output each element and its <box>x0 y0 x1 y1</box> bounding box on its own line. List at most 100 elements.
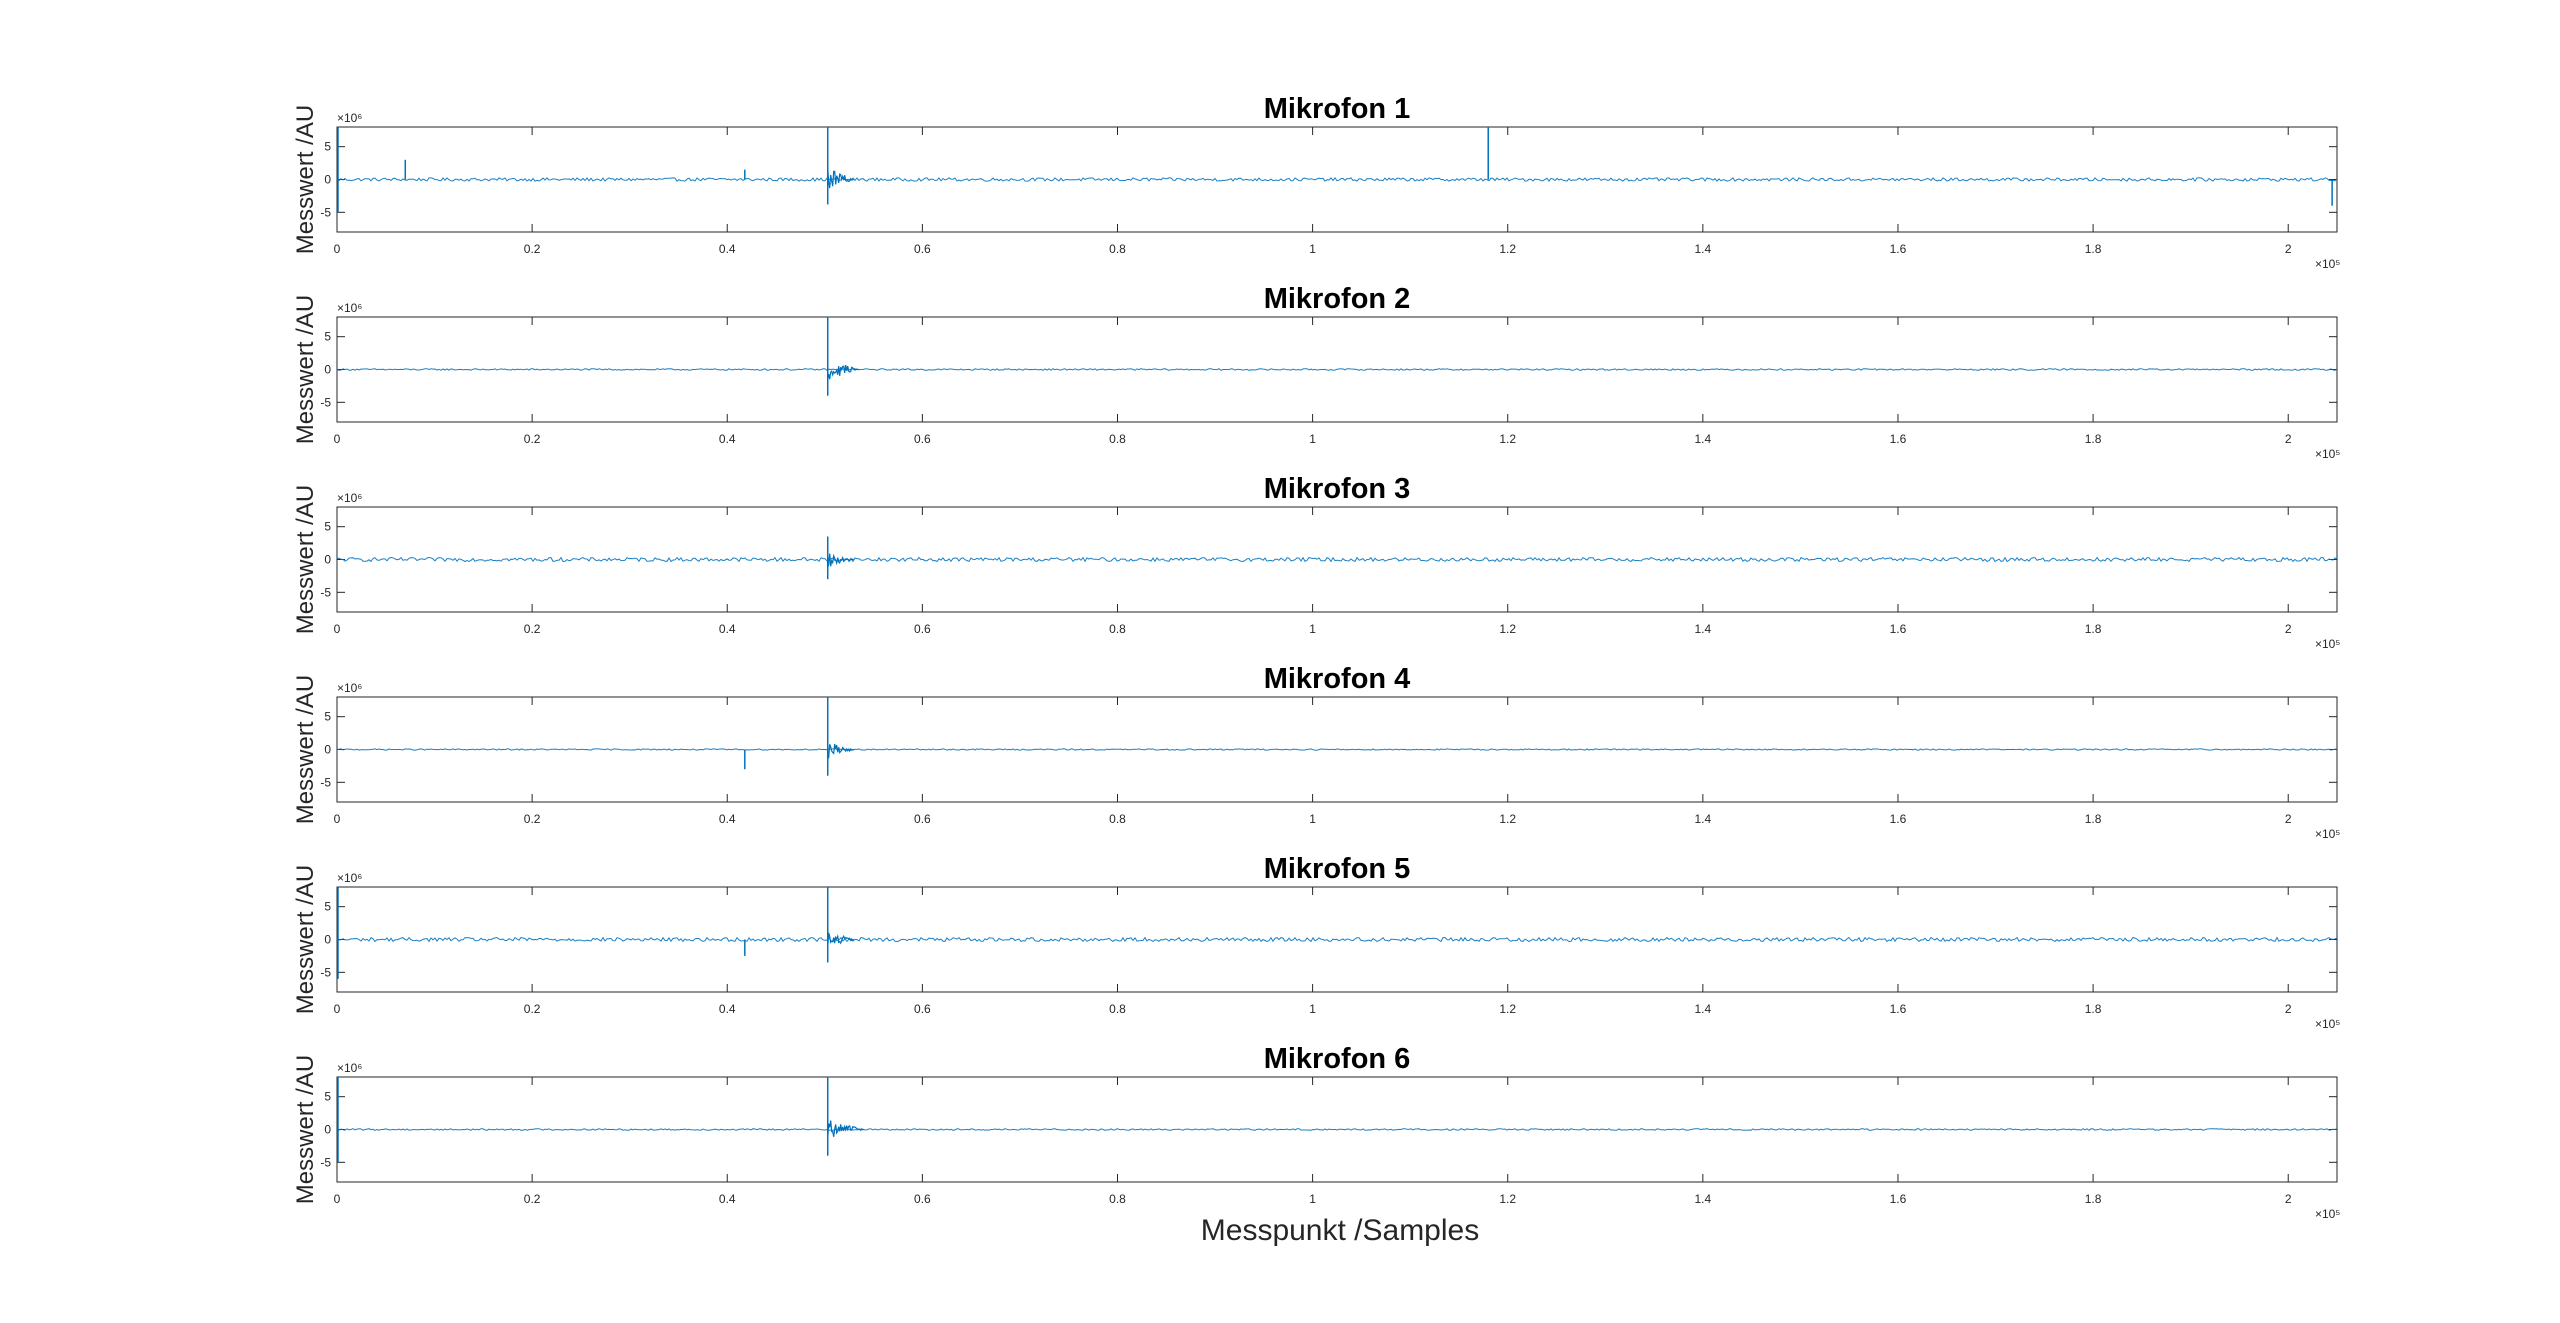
x-tick-label: 1.6 <box>1890 1002 1907 1016</box>
x-exponent-label: ×10⁵ <box>2315 1207 2340 1221</box>
x-exponent-label: ×10⁵ <box>2315 257 2340 271</box>
x-tick-label: 0.2 <box>524 812 541 826</box>
x-tick-label: 1 <box>1309 622 1316 636</box>
x-tick-label: 0 <box>334 242 341 256</box>
x-tick-label: 1.6 <box>1890 622 1907 636</box>
x-tick-label: 0.6 <box>914 242 931 256</box>
subplot-title: Mikrofon 3 <box>1264 473 1411 505</box>
subplot-5: Mikrofon 5 Messwert /AU ×10⁶ ×10⁵ 0 0.2 0.4 0.6… <box>292 853 2340 1031</box>
x-tick-label: 1.2 <box>1499 622 1516 636</box>
subplot-3: Mikrofon 3 Messwert /AU ×10⁶ ×10⁵ 0 0.2 0.4 0.6… <box>292 473 2340 651</box>
x-tick-label: 1.8 <box>2085 242 2102 256</box>
figure-xlabel: Messpunkt /Samples <box>1201 1214 1479 1247</box>
y-tick-label: 0 <box>324 173 331 187</box>
x-tick-label: 1.6 <box>1890 812 1907 826</box>
y-tick-label: 0 <box>324 363 331 377</box>
x-tick-label: 0.2 <box>524 242 541 256</box>
x-tick-label: 0.8 <box>1109 1002 1126 1016</box>
x-tick-label: 0.8 <box>1109 1192 1126 1206</box>
x-tick-label: 0.4 <box>719 242 736 256</box>
x-tick-label: 2 <box>2285 432 2292 446</box>
plot-area <box>337 1077 2337 1163</box>
x-exponent-label: ×10⁵ <box>2315 827 2340 841</box>
plot-area <box>337 127 2337 213</box>
subplot-title: Mikrofon 6 <box>1264 1043 1411 1075</box>
y-axis-label: Messwert /AU <box>292 485 319 634</box>
series-burst <box>827 743 854 759</box>
x-tick-label: 2 <box>2285 1002 2292 1016</box>
x-exponent-label: ×10⁵ <box>2315 637 2340 651</box>
y-tick-label: 0 <box>324 553 331 567</box>
plot-area <box>337 887 2337 979</box>
y-tick-label: 0 <box>324 933 331 947</box>
x-tick-label: 0.4 <box>719 812 736 826</box>
x-tick-label: 2 <box>2285 622 2292 636</box>
x-tick-label: 0.2 <box>524 622 541 636</box>
x-tick-label: 1.8 <box>2085 1192 2102 1206</box>
x-tick-label: 0.6 <box>914 622 931 636</box>
subplot-panels: Mikrofon 1 Messwert /AU ×10⁶ ×10⁵ 0 0.2 0.4 0.6… <box>292 93 2340 1221</box>
subplot-title: Mikrofon 1 <box>1264 93 1411 125</box>
y-axis-label: Messwert /AU <box>292 675 319 824</box>
x-tick-label: 2 <box>2285 812 2292 826</box>
x-tick-label: 1.2 <box>1499 812 1516 826</box>
x-tick-label: 1.4 <box>1695 432 1712 446</box>
y-tick-label: -5 <box>320 585 331 599</box>
x-tick-label: 1.4 <box>1695 242 1712 256</box>
x-tick-label: 1.2 <box>1499 432 1516 446</box>
x-tick-label: 1 <box>1309 1192 1316 1206</box>
x-tick-label: 0.6 <box>914 812 931 826</box>
series-burst <box>827 364 859 381</box>
y-exponent-label: ×10⁶ <box>337 681 362 695</box>
x-tick-label: 1.4 <box>1695 1002 1712 1016</box>
x-tick-label: 0.4 <box>719 622 736 636</box>
series-burst <box>827 932 854 948</box>
subplot-title: Mikrofon 5 <box>1264 853 1411 885</box>
y-tick-label: -5 <box>320 775 331 789</box>
x-tick-label: 2 <box>2285 242 2292 256</box>
x-tick-label: 1.6 <box>1890 1192 1907 1206</box>
x-tick-label: 0.6 <box>914 432 931 446</box>
x-tick-label: 0.8 <box>1109 812 1126 826</box>
y-tick-label: 5 <box>324 520 331 534</box>
y-tick-label: -5 <box>320 395 331 409</box>
x-tick-label: 1.8 <box>2085 432 2102 446</box>
y-exponent-label: ×10⁶ <box>337 111 362 125</box>
x-tick-label: 1.4 <box>1695 1192 1712 1206</box>
y-tick-label: -5 <box>320 205 331 219</box>
x-tick-label: 0.2 <box>524 1192 541 1206</box>
series-burst <box>827 1120 864 1140</box>
x-tick-label: 1.8 <box>2085 812 2102 826</box>
y-tick-label: 5 <box>324 1090 331 1104</box>
x-tick-label: 0.8 <box>1109 622 1126 636</box>
x-tick-label: 1.8 <box>2085 1002 2102 1016</box>
x-tick-label: 0.8 <box>1109 432 1126 446</box>
y-exponent-label: ×10⁶ <box>337 1061 362 1075</box>
x-tick-label: 1.6 <box>1890 242 1907 256</box>
series-burst <box>827 167 854 189</box>
x-tick-label: 2 <box>2285 1192 2292 1206</box>
plot-area <box>337 697 2337 776</box>
subplot-4: Mikrofon 4 Messwert /AU ×10⁶ ×10⁵ 0 0.2 0.4 0.6… <box>292 663 2340 841</box>
plot-area <box>337 317 2337 396</box>
y-axis-label: Messwert /AU <box>292 865 319 1014</box>
x-tick-label: 1.8 <box>2085 622 2102 636</box>
subplot-title: Mikrofon 2 <box>1264 283 1411 315</box>
subplot-title: Mikrofon 4 <box>1264 663 1411 695</box>
series-burst <box>827 553 854 568</box>
x-tick-label: 1 <box>1309 432 1316 446</box>
x-tick-label: 0 <box>334 812 341 826</box>
y-tick-label: 5 <box>324 900 331 914</box>
subplot-1: Mikrofon 1 Messwert /AU ×10⁶ ×10⁵ 0 0.2 0.4 0.6… <box>292 93 2340 271</box>
x-tick-label: 1.2 <box>1499 1002 1516 1016</box>
x-tick-label: 0.4 <box>719 1002 736 1016</box>
y-tick-label: -5 <box>320 965 331 979</box>
y-exponent-label: ×10⁶ <box>337 871 362 885</box>
x-tick-label: 1.6 <box>1890 432 1907 446</box>
subplot-2: Mikrofon 2 Messwert /AU ×10⁶ ×10⁵ 0 0.2 0.4 0.6… <box>292 283 2340 461</box>
x-tick-label: 0 <box>334 622 341 636</box>
y-axis-label: Messwert /AU <box>292 1055 319 1204</box>
x-tick-label: 0 <box>334 1002 341 1016</box>
x-tick-label: 0.4 <box>719 432 736 446</box>
